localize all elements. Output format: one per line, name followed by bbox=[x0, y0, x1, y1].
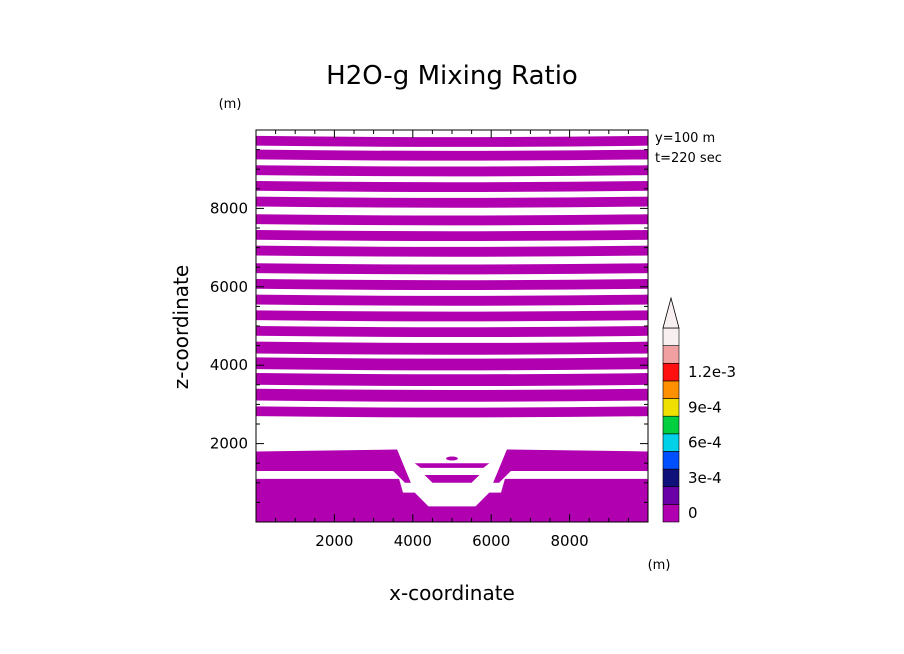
contour-band-1 bbox=[256, 388, 648, 402]
bubble-ring-2 bbox=[414, 463, 490, 468]
contour-band-13 bbox=[256, 196, 648, 208]
x-tick-label: 8000 bbox=[551, 532, 589, 550]
colorbar-extend-arrow bbox=[662, 296, 680, 329]
colorbar-label: 3e-4 bbox=[688, 469, 722, 487]
bubble-ring-1 bbox=[424, 474, 480, 483]
colorbar-box bbox=[662, 345, 680, 364]
bubble-top bbox=[446, 456, 458, 461]
z-tick-label: 6000 bbox=[210, 278, 248, 296]
contour-band-14 bbox=[256, 180, 648, 193]
contour-band-3 bbox=[256, 357, 648, 371]
x-tick-label: 4000 bbox=[394, 532, 432, 550]
contour-band-10 bbox=[256, 245, 648, 257]
x-axis-label: x-coordinate bbox=[389, 581, 515, 605]
contour-band-4 bbox=[256, 341, 648, 355]
colorbar-box bbox=[662, 362, 680, 382]
annotation-y: y=100 m bbox=[655, 131, 715, 146]
y-axis-label: z-coordinate bbox=[169, 265, 193, 389]
contour-band-11 bbox=[256, 229, 648, 242]
chart-title: H2O-g Mixing Ratio bbox=[326, 61, 578, 91]
contour-band-8 bbox=[256, 278, 648, 291]
contour-band-16 bbox=[256, 149, 648, 161]
contour-band-17 bbox=[256, 135, 648, 147]
x-unit-label: (m) bbox=[648, 558, 671, 573]
colorbar-box bbox=[662, 398, 680, 417]
colorbar-label: 9e-4 bbox=[688, 398, 722, 416]
z-tick-label: 2000 bbox=[210, 435, 248, 453]
contour-band-9 bbox=[256, 263, 648, 275]
contour-band-12 bbox=[256, 214, 648, 226]
x-tick-label: 2000 bbox=[315, 532, 353, 550]
contour-band-6 bbox=[256, 310, 648, 322]
colorbar-box bbox=[662, 327, 680, 346]
lower-band-right bbox=[493, 449, 648, 483]
field-layer bbox=[256, 135, 648, 522]
z-tick-label: 4000 bbox=[210, 356, 248, 374]
plot-area bbox=[255, 129, 649, 523]
contour-band-7 bbox=[256, 294, 648, 306]
contour-band-15 bbox=[256, 165, 648, 177]
colorbar-box bbox=[662, 380, 680, 399]
colorbar-label: 0 bbox=[688, 504, 698, 522]
x-tick-label: 6000 bbox=[472, 532, 510, 550]
ground-band bbox=[256, 478, 648, 522]
colorbar-box bbox=[662, 504, 680, 523]
colorbar-label: 6e-4 bbox=[688, 434, 722, 452]
colorbar-box bbox=[662, 468, 680, 488]
colorbar-box bbox=[662, 433, 680, 452]
lower-band-left bbox=[256, 449, 411, 483]
axis-ticks: 2000 4000 6000 8000 2000 4000 6000 8000 bbox=[210, 130, 648, 550]
colorbar-label: 1.2e-3 bbox=[688, 363, 736, 381]
colorbar-box bbox=[662, 486, 680, 505]
colorbar-box bbox=[662, 415, 680, 435]
annotation-time: t=220 sec bbox=[655, 151, 722, 166]
colorbar: 0 3e-4 6e-4 9e-4 1.2e-3 bbox=[662, 296, 736, 523]
contour-band-2 bbox=[256, 373, 648, 387]
colorbar-box bbox=[662, 451, 680, 470]
z-tick-label: 8000 bbox=[210, 199, 248, 217]
contour-band-5 bbox=[256, 326, 648, 338]
z-unit-label: (m) bbox=[219, 97, 242, 112]
contour-band-0 bbox=[256, 406, 648, 418]
